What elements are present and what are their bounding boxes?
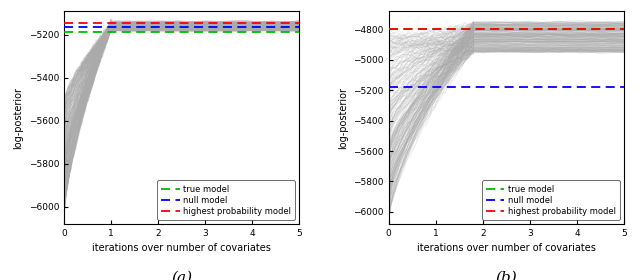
Legend: true model, null model, highest probability model: true model, null model, highest probabil… [157,180,295,220]
Y-axis label: log-posterior: log-posterior [13,87,23,149]
Text: (b): (b) [495,271,517,280]
highest probability model [108,21,115,25]
null model [432,85,440,89]
highest probability model [60,21,68,25]
null model [385,85,392,89]
Text: (a): (a) [171,271,192,280]
true model [60,30,68,33]
highest probability model [432,28,440,31]
true model [432,28,440,31]
null model [108,26,115,29]
true model [108,30,115,33]
Y-axis label: log-posterior: log-posterior [338,87,348,149]
X-axis label: iterations over number of covariates: iterations over number of covariates [92,243,271,253]
highest probability model [385,28,392,31]
null model [60,26,68,29]
true model [385,28,392,31]
X-axis label: iterations over number of covariates: iterations over number of covariates [417,243,596,253]
Legend: true model, null model, highest probability model: true model, null model, highest probabil… [482,180,620,220]
